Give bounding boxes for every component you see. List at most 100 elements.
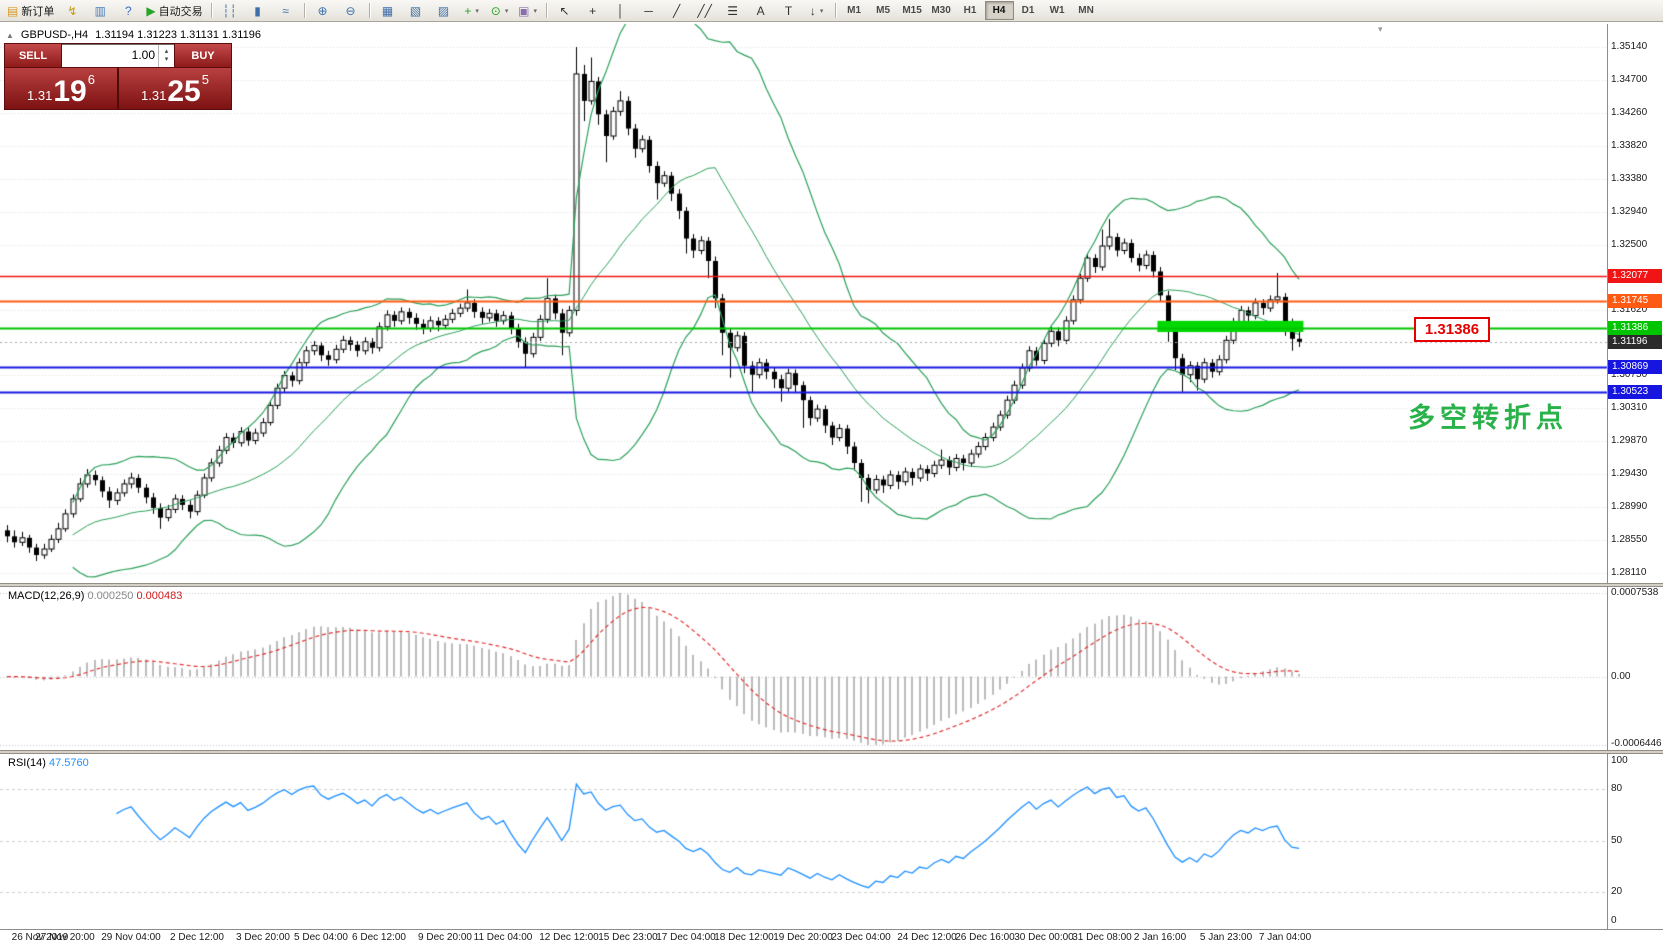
timeframe-h1[interactable]: H1 bbox=[963, 5, 977, 16]
arrange-windows-icon: ▨ bbox=[437, 3, 450, 18]
rsi-scale-label: 20 bbox=[1611, 886, 1623, 898]
new-chart-icon[interactable]: + ▾ bbox=[458, 1, 486, 21]
macd-indicator-label: MACD(12,26,9) 0.000250 0.000483 bbox=[8, 590, 183, 602]
timeframe-mn[interactable]: MN bbox=[1078, 5, 1094, 16]
new-chart-icon: + bbox=[464, 3, 472, 18]
price-axis-label: 1.28990 bbox=[1611, 501, 1648, 513]
horizontal-line-icon[interactable]: ─ bbox=[635, 1, 663, 21]
macd-scale-max: 0.0007538 bbox=[1611, 587, 1659, 598]
new-order-button[interactable]: ▤ 新订单 bbox=[3, 1, 58, 21]
price-tag-1.30869: 1.30869 bbox=[1608, 359, 1662, 374]
tile-windows-icon: ▦ bbox=[381, 3, 394, 18]
arrows-icon[interactable]: ↓ ▾ bbox=[803, 1, 831, 21]
price-axis-border bbox=[1607, 24, 1608, 929]
candles-chart-icon[interactable]: ▮ bbox=[244, 1, 272, 21]
price-axis[interactable]: 1.35140 1.34700 1.34260 1.33820 1.33380 1.329… bbox=[1607, 24, 1663, 929]
toolbar-separator bbox=[210, 3, 212, 18]
volume-down-icon[interactable]: ▾ bbox=[164, 56, 169, 63]
metaeditor-icon[interactable]: ↯ bbox=[58, 1, 86, 21]
cascade-windows-icon[interactable]: ▧ bbox=[402, 1, 430, 21]
price-axis-label: 1.34700 bbox=[1611, 73, 1648, 85]
price-axis-label: 1.28110 bbox=[1611, 566, 1647, 578]
line-chart-icon: ≈ bbox=[282, 3, 289, 18]
time-axis-label: 27 Nov 20:00 bbox=[35, 932, 95, 943]
toolbar-separator bbox=[368, 3, 370, 18]
chevron-down-icon[interactable]: ▾ bbox=[819, 7, 824, 15]
timeframe-h4[interactable]: H4 bbox=[984, 1, 1014, 20]
timeframe-m1[interactable]: M1 bbox=[847, 5, 862, 16]
buy-button[interactable]: BUY bbox=[174, 44, 231, 67]
buy-price-button[interactable]: 1.31 25 5 bbox=[119, 68, 231, 109]
help-icon[interactable]: ? bbox=[114, 1, 142, 21]
chevron-down-icon[interactable]: ▾ bbox=[504, 7, 509, 15]
timeframe-w1[interactable]: W1 bbox=[1049, 5, 1065, 16]
vertical-line-icon[interactable]: │ bbox=[607, 1, 635, 21]
rsi-scale-label: 80 bbox=[1611, 782, 1623, 794]
time-axis-label: 26 Nov 2019 bbox=[11, 932, 69, 943]
time-axis-label: 30 Dec 00:00 bbox=[1014, 932, 1074, 943]
price-tag-1.31196: 1.31196 bbox=[1608, 335, 1662, 350]
time-axis-label: 23 Dec 04:00 bbox=[831, 932, 891, 943]
bars-chart-icon: ┆┆ bbox=[222, 3, 237, 18]
panel-splitter-macd[interactable] bbox=[0, 583, 1663, 587]
symbol-label: GBPUSD-,H4 bbox=[20, 29, 89, 41]
period-icon[interactable]: ⊙ ▾ bbox=[486, 1, 514, 21]
buy-price-base: 1.31 bbox=[141, 88, 167, 103]
sell-price-button[interactable]: 1.31 19 6 bbox=[5, 68, 119, 109]
timeframe-m30[interactable]: M30 bbox=[931, 5, 951, 16]
new-order-button: ▤ bbox=[7, 3, 19, 18]
volume-spinner[interactable]: ▴ ▾ bbox=[158, 45, 174, 67]
one-click-trading-panel: SELL 1.00 ▴ ▾ BUY 1.31 19 6 1.31 25 5 bbox=[4, 43, 232, 110]
trendline-icon[interactable]: ╱ bbox=[663, 1, 691, 21]
timeframe-m5[interactable]: M5 bbox=[876, 5, 891, 16]
text-icon[interactable]: A bbox=[747, 1, 775, 21]
rsi-indicator-label: RSI(14) 47.5760 bbox=[8, 757, 89, 769]
macd-scale-zero: 0.00 bbox=[1611, 670, 1631, 682]
cursor-icon[interactable]: ↖ bbox=[551, 1, 579, 21]
price-axis-label: 1.32940 bbox=[1611, 205, 1648, 217]
tile-windows-icon[interactable]: ▦ bbox=[374, 1, 402, 21]
arrange-windows-icon[interactable]: ▨ bbox=[430, 1, 458, 21]
zoom-out-icon: ⊖ bbox=[345, 3, 356, 18]
sell-button[interactable]: SELL bbox=[5, 44, 62, 67]
volume-field[interactable]: 1.00 ▴ ▾ bbox=[62, 44, 174, 67]
crosshair-icon[interactable]: + bbox=[579, 1, 607, 21]
cursor-icon: ↖ bbox=[559, 3, 570, 18]
label-icon[interactable]: T bbox=[775, 1, 803, 21]
fibonacci-icon[interactable]: ☰ bbox=[719, 1, 747, 21]
template-icon[interactable]: ▣ ▾ bbox=[514, 1, 542, 21]
volume-value[interactable]: 1.00 bbox=[131, 48, 155, 62]
toolbar-separator bbox=[545, 3, 547, 18]
market-watch-icon[interactable]: ▥ bbox=[86, 1, 114, 21]
time-axis[interactable] bbox=[0, 929, 1663, 946]
time-axis-label: 15 Dec 23:00 bbox=[598, 932, 658, 943]
chevron-down-icon[interactable]: ▾ bbox=[475, 7, 479, 15]
bars-chart-icon[interactable]: ┆┆ bbox=[216, 1, 244, 21]
zoom-out-icon[interactable]: ⊖ bbox=[337, 1, 365, 21]
time-axis-label: 2 Jan 16:00 bbox=[1133, 932, 1187, 943]
volume-up-icon[interactable]: ▴ bbox=[164, 48, 169, 56]
panel-splitter-rsi[interactable] bbox=[0, 750, 1663, 754]
collapse-trade-panel-icon[interactable]: ▲ bbox=[6, 30, 14, 40]
sell-price-base: 1.31 bbox=[27, 88, 53, 103]
new-order-button-label: 新订单 bbox=[21, 5, 55, 18]
horizontal-line-icon: ─ bbox=[644, 3, 653, 18]
time-axis-label: 26 Dec 16:00 bbox=[955, 932, 1015, 943]
timeframe-m15[interactable]: M15 bbox=[902, 5, 922, 16]
chevron-down-icon[interactable]: ▾ bbox=[533, 7, 537, 15]
channel-icon[interactable]: ╱╱ bbox=[691, 1, 719, 21]
autotrading-button: ▶ bbox=[146, 3, 156, 18]
time-axis-label: 29 Nov 04:00 bbox=[101, 932, 161, 943]
period-icon: ⊙ bbox=[490, 3, 501, 18]
price-callout: 1.31386 bbox=[1414, 317, 1490, 342]
autotrading-button[interactable]: ▶ 自动交易 bbox=[142, 1, 206, 21]
price-axis-label: 1.30310 bbox=[1611, 402, 1648, 414]
zoom-in-icon: ⊕ bbox=[317, 3, 328, 18]
zoom-in-icon[interactable]: ⊕ bbox=[309, 1, 337, 21]
trendline-icon: ╱ bbox=[672, 3, 681, 18]
line-chart-icon[interactable]: ≈ bbox=[272, 1, 300, 21]
chart-shift-marker[interactable]: ▾ bbox=[1378, 24, 1383, 34]
timeframe-d1[interactable]: D1 bbox=[1021, 5, 1035, 16]
